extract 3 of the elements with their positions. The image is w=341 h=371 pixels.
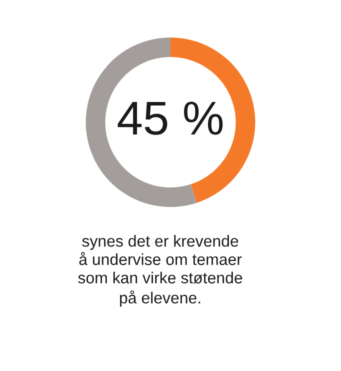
text: 45 % — [118, 102, 223, 135]
donut-slice — [170, 38, 256, 203]
text: synes det er krevende å undervise om temaer som kan virke støtende på elevene. — [78, 235, 242, 307]
